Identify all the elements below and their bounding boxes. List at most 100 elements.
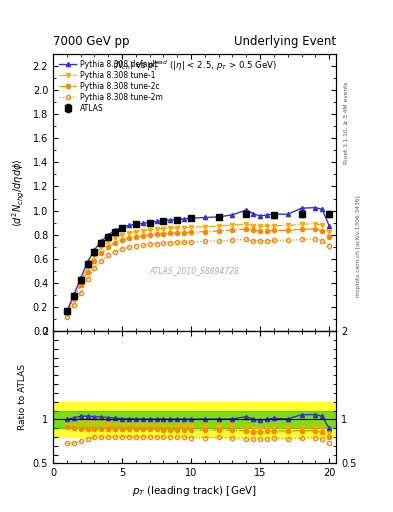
Pythia 8.308 tune-1 <box>258 223 263 229</box>
Pythia 8.308 tune-1 <box>140 227 145 233</box>
Pythia 8.308 tune-1 <box>72 295 76 301</box>
Pythia 8.308 tune-1 <box>78 280 83 286</box>
Pythia 8.308 default <box>327 223 331 229</box>
Y-axis label: $\langle d^2 N_{chg}/d\eta d\phi\rangle$: $\langle d^2 N_{chg}/d\eta d\phi\rangle$ <box>11 158 27 227</box>
Pythia 8.308 tune-1 <box>182 225 187 231</box>
Pythia 8.308 tune-1 <box>313 221 318 227</box>
Bar <box>53 402 336 437</box>
Pythia 8.308 tune-2m <box>92 265 97 271</box>
Pythia 8.308 tune-2c <box>72 296 76 302</box>
Pythia 8.308 tune-1 <box>244 221 249 227</box>
Pythia 8.308 tune-2c <box>202 228 207 234</box>
Pythia 8.308 tune-1 <box>175 225 180 231</box>
Pythia 8.308 tune-2m <box>313 236 318 242</box>
Pythia 8.308 tune-1 <box>189 224 193 230</box>
Text: ATLAS_2010_S8894728: ATLAS_2010_S8894728 <box>149 266 240 274</box>
Pythia 8.308 tune-2m <box>127 244 131 250</box>
Pythia 8.308 tune-2m <box>320 238 325 244</box>
Pythia 8.308 tune-2c <box>134 233 138 240</box>
Pythia 8.308 tune-2c <box>99 250 104 256</box>
Pythia 8.308 tune-1 <box>230 222 235 228</box>
Pythia 8.308 tune-2m <box>78 290 83 296</box>
Pythia 8.308 default <box>134 221 138 227</box>
Pythia 8.308 tune-2c <box>251 227 255 233</box>
Pythia 8.308 tune-1 <box>147 227 152 233</box>
Pythia 8.308 tune-2c <box>264 228 269 234</box>
Pythia 8.308 default <box>64 308 69 314</box>
Pythia 8.308 default <box>182 216 187 222</box>
Pythia 8.308 tune-1 <box>92 253 97 259</box>
Pythia 8.308 tune-1 <box>99 244 104 250</box>
Pythia 8.308 default <box>120 224 125 230</box>
Pythia 8.308 tune-2m <box>272 238 276 244</box>
Pythia 8.308 default <box>99 238 104 244</box>
Text: Rivet 3.1.10, ≥ 3.4M events: Rivet 3.1.10, ≥ 3.4M events <box>344 81 349 164</box>
Text: 7000 GeV pp: 7000 GeV pp <box>53 35 130 48</box>
Pythia 8.308 default <box>264 212 269 218</box>
Pythia 8.308 tune-2c <box>154 231 159 237</box>
Pythia 8.308 tune-2c <box>85 268 90 274</box>
Pythia 8.308 default <box>113 227 118 233</box>
Pythia 8.308 tune-2m <box>251 238 255 244</box>
Pythia 8.308 tune-1 <box>85 264 90 270</box>
Pythia 8.308 tune-2c <box>216 228 221 234</box>
Pythia 8.308 tune-2c <box>313 226 318 232</box>
Pythia 8.308 tune-2c <box>285 227 290 233</box>
Pythia 8.308 tune-2m <box>175 239 180 245</box>
Pythia 8.308 default <box>299 205 304 211</box>
Pythia 8.308 tune-2c <box>78 282 83 288</box>
Pythia 8.308 tune-1 <box>64 309 69 315</box>
Pythia 8.308 tune-2m <box>168 240 173 246</box>
Pythia 8.308 tune-2c <box>189 229 193 235</box>
Pythia 8.308 tune-1 <box>285 222 290 228</box>
Y-axis label: Ratio to ATLAS: Ratio to ATLAS <box>18 365 27 430</box>
Pythia 8.308 tune-2c <box>272 227 276 233</box>
Pythia 8.308 tune-1 <box>106 239 110 245</box>
Pythia 8.308 default <box>127 222 131 228</box>
Pythia 8.308 tune-2m <box>244 237 249 243</box>
Pythia 8.308 tune-1 <box>202 224 207 230</box>
X-axis label: $p_T$ (leading track) [GeV]: $p_T$ (leading track) [GeV] <box>132 484 257 498</box>
Pythia 8.308 default <box>230 212 235 218</box>
Pythia 8.308 tune-1 <box>161 225 166 231</box>
Pythia 8.308 tune-2m <box>299 237 304 243</box>
Text: Underlying Event: Underlying Event <box>234 35 336 48</box>
Pythia 8.308 tune-1 <box>154 226 159 232</box>
Pythia 8.308 tune-2m <box>147 241 152 247</box>
Pythia 8.308 default <box>72 292 76 298</box>
Pythia 8.308 tune-1 <box>264 223 269 229</box>
Line: Pythia 8.308 default: Pythia 8.308 default <box>65 205 331 313</box>
Pythia 8.308 default <box>272 211 276 217</box>
Pythia 8.308 tune-2m <box>154 241 159 247</box>
Pythia 8.308 default <box>285 211 290 217</box>
Pythia 8.308 tune-2m <box>64 314 69 320</box>
Pythia 8.308 default <box>258 213 263 219</box>
Pythia 8.308 tune-2m <box>189 239 193 245</box>
Bar <box>53 411 336 428</box>
Pythia 8.308 tune-2m <box>120 246 125 252</box>
Line: Pythia 8.308 tune-2m: Pythia 8.308 tune-2m <box>65 237 331 319</box>
Pythia 8.308 tune-2c <box>258 228 263 234</box>
Pythia 8.308 tune-2m <box>182 239 187 245</box>
Pythia 8.308 tune-2m <box>106 252 110 258</box>
Pythia 8.308 tune-2c <box>182 229 187 236</box>
Pythia 8.308 default <box>202 215 207 221</box>
Pythia 8.308 tune-2m <box>72 302 76 308</box>
Pythia 8.308 tune-2m <box>202 238 207 244</box>
Line: Pythia 8.308 tune-2c: Pythia 8.308 tune-2c <box>65 227 331 315</box>
Pythia 8.308 tune-2m <box>113 248 118 254</box>
Pythia 8.308 tune-2m <box>264 238 269 244</box>
Pythia 8.308 tune-2c <box>127 235 131 241</box>
Pythia 8.308 tune-2m <box>161 240 166 246</box>
Pythia 8.308 tune-1 <box>251 223 255 229</box>
Text: $\langle N_{ch}\rangle$ vs $p_T^{lead}$ ($|\eta|$ < 2.5, $p_T$ > 0.5 GeV): $\langle N_{ch}\rangle$ vs $p_T^{lead}$ … <box>112 58 277 73</box>
Pythia 8.308 tune-1 <box>272 223 276 229</box>
Pythia 8.308 default <box>140 220 145 226</box>
Pythia 8.308 tune-2c <box>64 310 69 316</box>
Pythia 8.308 default <box>161 218 166 224</box>
Pythia 8.308 tune-2m <box>85 276 90 283</box>
Pythia 8.308 tune-2c <box>320 228 325 234</box>
Pythia 8.308 tune-1 <box>113 234 118 241</box>
Pythia 8.308 tune-2m <box>140 242 145 248</box>
Pythia 8.308 default <box>78 275 83 281</box>
